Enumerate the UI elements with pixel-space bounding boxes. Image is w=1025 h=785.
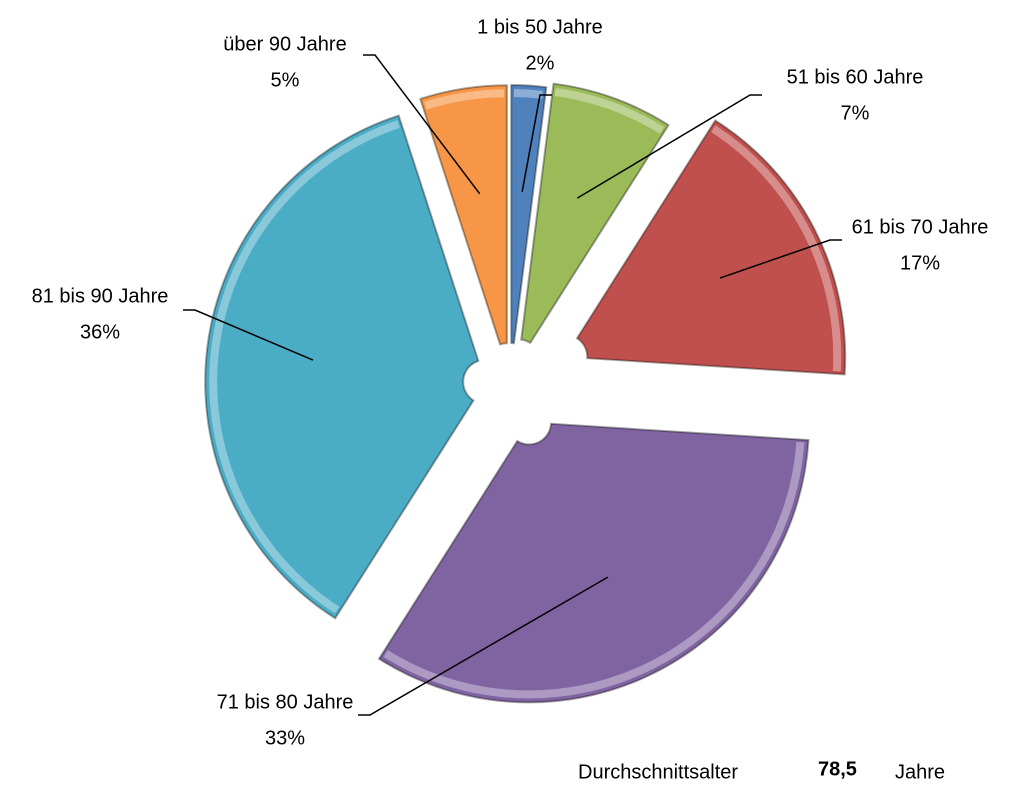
category-label: über 90 Jahre xyxy=(223,33,346,55)
category-label: 71 bis 80 Jahre xyxy=(217,691,354,713)
leader-line xyxy=(183,309,314,361)
category-label: 61 bis 70 Jahre xyxy=(852,216,989,238)
pie-slice xyxy=(575,119,847,376)
category-label: 1 bis 50 Jahre xyxy=(477,16,603,38)
note-value: 78,5 xyxy=(818,758,857,780)
pie-slice xyxy=(377,422,810,704)
note-label: Durchschnittsalter xyxy=(578,761,738,783)
note-unit: Jahre xyxy=(895,761,945,783)
leader-line xyxy=(576,94,762,199)
pie-slice xyxy=(419,84,508,346)
value-label: 2% xyxy=(526,52,555,74)
leader-line xyxy=(719,239,842,279)
value-label: 17% xyxy=(900,252,940,274)
slice-highlight xyxy=(424,89,505,110)
pie-slice xyxy=(204,114,480,620)
pie-slice xyxy=(510,84,548,345)
value-label: 33% xyxy=(265,727,305,749)
slice-highlight xyxy=(383,441,805,699)
slice-highlight xyxy=(711,125,842,372)
category-label: 81 bis 90 Jahre xyxy=(32,285,169,307)
slice-highlight xyxy=(209,120,400,614)
leader-line xyxy=(363,54,481,195)
value-label: 5% xyxy=(271,69,300,91)
slice-highlight xyxy=(513,89,544,99)
slice-highlight xyxy=(554,88,665,134)
value-label: 36% xyxy=(80,321,120,343)
category-label: 51 bis 60 Jahre xyxy=(787,66,924,88)
pie-slice xyxy=(520,82,670,345)
leader-line xyxy=(521,94,552,192)
leader-line xyxy=(358,576,609,716)
value-label: 7% xyxy=(841,102,870,124)
